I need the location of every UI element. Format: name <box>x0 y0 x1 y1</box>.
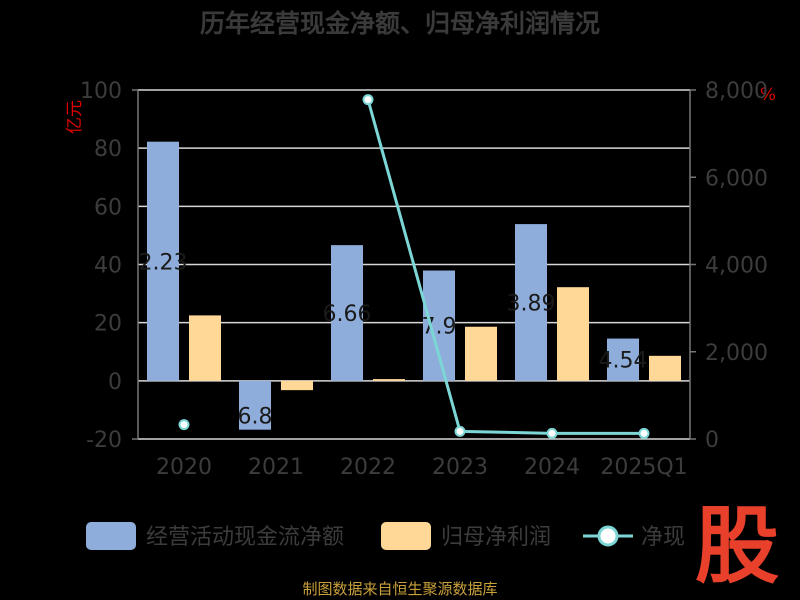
legend-swatch-cash-flow <box>86 522 136 550</box>
bars <box>147 141 681 430</box>
legend-item-net-profit[interactable]: 归母净利润 <box>381 522 551 550</box>
category-label: 2020 <box>156 455 212 480</box>
bar-cash-flow <box>515 224 547 381</box>
ratio-point <box>546 427 558 439</box>
bar-cash-flow <box>607 338 639 381</box>
left-tick-label: 80 <box>94 137 122 162</box>
left-tick-label: 0 <box>108 370 122 395</box>
bar-data-label: 7.9 <box>422 315 457 340</box>
legend-label-net-profit: 归母净利润 <box>441 525 551 550</box>
bar-net-profit <box>557 287 589 381</box>
bar-cash-flow <box>331 245 363 381</box>
bar-data-label: 2.23 <box>139 250 188 275</box>
source-note: 制图数据来自恒生聚源数据库 <box>302 580 497 598</box>
category-label: 2023 <box>432 455 488 480</box>
bar-data-label: 6.8 <box>238 404 273 429</box>
right-tick-label: 4,000 <box>705 254 768 279</box>
bar-data-label: 3.89 <box>507 291 556 316</box>
bar-net-profit <box>281 380 313 391</box>
bar-net-profit <box>189 315 221 381</box>
left-tick-label: -20 <box>86 428 122 453</box>
category-label: 2022 <box>340 455 396 480</box>
legend-label-ratio: 净现 <box>641 525 685 550</box>
ratio-point <box>178 419 190 431</box>
bar-data-label: 6.66 <box>323 302 372 327</box>
bar-net-profit <box>373 379 405 381</box>
left-tick-label: 60 <box>94 195 122 220</box>
left-tick-label: 20 <box>94 312 122 337</box>
chart-title: 历年经营现金净额、归母净利润情况 <box>200 9 600 38</box>
right-tick-label: 6,000 <box>705 166 768 191</box>
bar-net-profit <box>649 355 681 381</box>
category-label: 2024 <box>524 455 580 480</box>
left-tick-label: 40 <box>94 254 122 279</box>
legend: 经营活动现金流净额 归母净利润 净现 <box>86 522 685 550</box>
right-tick-label: 8,000 <box>705 79 768 104</box>
ratio-line <box>366 99 644 435</box>
right-tick-label: 2,000 <box>705 341 768 366</box>
ratio-point <box>362 94 374 106</box>
watermark-logo: 股 <box>695 497 779 595</box>
category-label: 2025Q1 <box>600 455 687 480</box>
legend-swatch-ratio-marker <box>597 525 619 547</box>
legend-item-ratio[interactable]: 净现 <box>583 525 685 550</box>
legend-swatch-net-profit <box>381 522 431 550</box>
category-label: 2021 <box>248 455 304 480</box>
legend-item-cash-flow[interactable]: 经营活动现金流净额 <box>86 522 344 550</box>
bar-cash-flow <box>147 141 179 381</box>
right-axis-ticks: 8,000 6,000 4,000 2,000 0 <box>705 79 768 453</box>
axes <box>132 89 696 440</box>
bar-cash-flow <box>239 380 271 430</box>
left-axis-ticks: 100 80 60 40 20 0 -20 <box>80 79 122 453</box>
legend-label-cash-flow: 经营活动现金流净额 <box>146 525 344 550</box>
category-axis-labels: 2020 2021 2022 2023 2024 2025Q1 <box>156 455 688 480</box>
left-axis-unit: 亿元 <box>65 100 85 134</box>
ratio-line-series <box>178 94 650 439</box>
bar-net-profit <box>465 326 497 381</box>
right-tick-label: 0 <box>705 428 719 453</box>
bar-cash-flow <box>423 270 455 381</box>
ratio-point <box>638 427 650 439</box>
ratio-point <box>454 425 466 437</box>
bar-data-label: 4.54 <box>599 349 648 374</box>
right-axis-unit: % <box>760 85 776 105</box>
left-tick-label: 100 <box>80 79 122 104</box>
